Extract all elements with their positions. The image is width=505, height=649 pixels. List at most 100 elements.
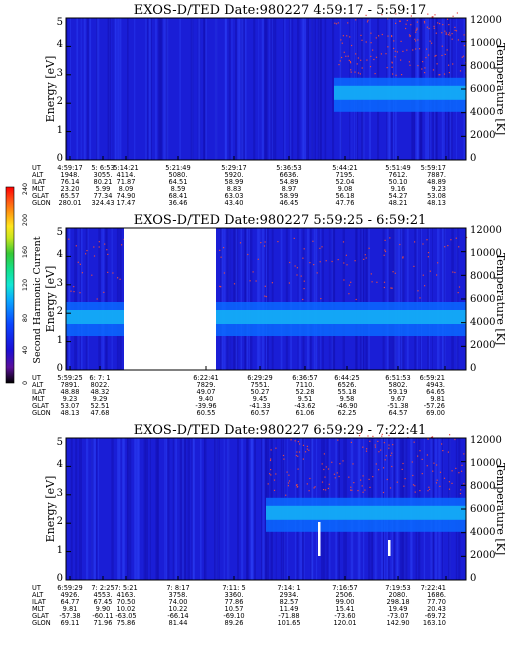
spectrogram-striation [322, 228, 324, 370]
spectrogram-striation [187, 438, 190, 580]
temperature-point [421, 458, 423, 460]
temperature-point [223, 247, 225, 249]
temperature-point [355, 53, 357, 55]
temperature-point [349, 61, 351, 63]
temperature-point [421, 68, 423, 70]
spectrogram-striation [241, 18, 244, 160]
spectrogram-striation [290, 228, 292, 370]
orbit-table-cell: 10.02 [117, 605, 136, 613]
spectrogram-striation [328, 228, 330, 370]
temperature-point [451, 470, 453, 472]
temperature-point [391, 35, 393, 37]
temperature-point [412, 474, 414, 477]
temperature-point [73, 286, 75, 288]
temperature-point [381, 33, 383, 36]
temperature-point [447, 18, 449, 20]
orbit-table-cell: 7: 8:17 [166, 584, 189, 592]
orbit-table-cell: 75.86 [117, 619, 136, 627]
spectrogram-striation [427, 228, 429, 370]
spectrogram-striation [94, 438, 96, 580]
orbit-table-cell: 54.27 [389, 192, 408, 200]
spectrogram-striation [241, 438, 244, 580]
orbit-table-cell: 4:59:17 [57, 164, 82, 172]
spectrogram-striation [444, 228, 446, 370]
spectrogram-striation [264, 438, 267, 580]
spectrogram-striation [254, 438, 256, 580]
orbit-table-cell: -57.38 [59, 612, 80, 620]
orbit-table-cell: 11.49 [280, 605, 299, 613]
spectrogram-striation [136, 438, 140, 580]
temperature-point [426, 26, 428, 28]
spectrogram-striation [319, 228, 321, 370]
temperature-point [451, 33, 453, 35]
temperature-point [275, 447, 277, 449]
orbit-table-cell: 48.13 [427, 199, 446, 207]
spectrogram-striation [265, 228, 268, 370]
temperature-point [425, 57, 427, 59]
temperature-point [403, 485, 405, 487]
temperature-point [265, 296, 267, 298]
temperature-point [351, 489, 353, 491]
temperature-point [295, 454, 297, 457]
temperature-point [327, 487, 329, 489]
orbit-table-cell: -71.88 [278, 612, 299, 620]
temperature-point [405, 23, 407, 25]
temperature-point [93, 255, 96, 257]
temperature-point [391, 35, 393, 38]
temperature-point [405, 27, 407, 30]
colorbar-ramp [5, 186, 15, 384]
temperature-point [441, 54, 443, 57]
temperature-point [86, 250, 88, 252]
spectrogram-striation [456, 228, 459, 370]
temperature-point [255, 280, 257, 282]
spectrogram-striation [308, 18, 309, 160]
spectrogram-striation [204, 438, 207, 580]
spectrogram-striation [70, 438, 73, 580]
spectrogram-striation [393, 228, 396, 370]
temperature-point [282, 454, 285, 457]
temperature-point [386, 478, 388, 481]
spectrogram-striation [249, 228, 252, 370]
temperature-point [459, 493, 462, 495]
temperature-point [372, 49, 374, 51]
spectrogram-striation [119, 18, 122, 160]
spectrogram-striation [107, 18, 110, 160]
spectrogram-striation [66, 228, 69, 370]
spectrogram-striation [280, 228, 283, 370]
temperature-point [288, 480, 291, 482]
orbit-table-cell: 77.86 [225, 598, 244, 606]
temperature-point [303, 288, 305, 290]
temperature-point [313, 264, 315, 266]
temperature-point [409, 35, 411, 38]
temperature-point [448, 481, 450, 483]
temperature-point [380, 449, 382, 451]
temperature-point [418, 48, 421, 50]
orbit-table-cell: 62.25 [338, 409, 357, 417]
orbit-table-cell: 68.41 [169, 192, 188, 200]
orbit-table-cell: 80.21 [94, 178, 113, 186]
orbit-table-cell: 64.57 [389, 409, 408, 417]
temperature-point [327, 468, 330, 470]
temperature-point [437, 22, 439, 24]
orbit-table-cell: 48.89 [427, 178, 446, 186]
spectrogram-striation [166, 18, 169, 160]
temperature-point [424, 72, 426, 74]
spectrogram-striation [127, 438, 130, 580]
temperature-point [323, 468, 325, 471]
temperature-point [454, 438, 456, 441]
temperature-point [368, 247, 370, 249]
spectrogram-striation [320, 18, 322, 160]
temperature-point [296, 451, 298, 453]
temperature-point [294, 440, 296, 442]
orbit-table-cell: 4926. [61, 591, 80, 599]
spectrogram-striation [266, 18, 268, 160]
spectrogram-striation [111, 228, 113, 370]
temperature-point [463, 34, 465, 36]
orbit-table-cell: 70.50 [117, 598, 136, 606]
spectrogram-striation [317, 228, 320, 370]
temperature-point [239, 242, 242, 244]
spectrogram-striation [237, 18, 240, 160]
spectrogram-striation [324, 18, 327, 160]
temperature-point [381, 435, 383, 437]
temperature-point [422, 61, 424, 63]
